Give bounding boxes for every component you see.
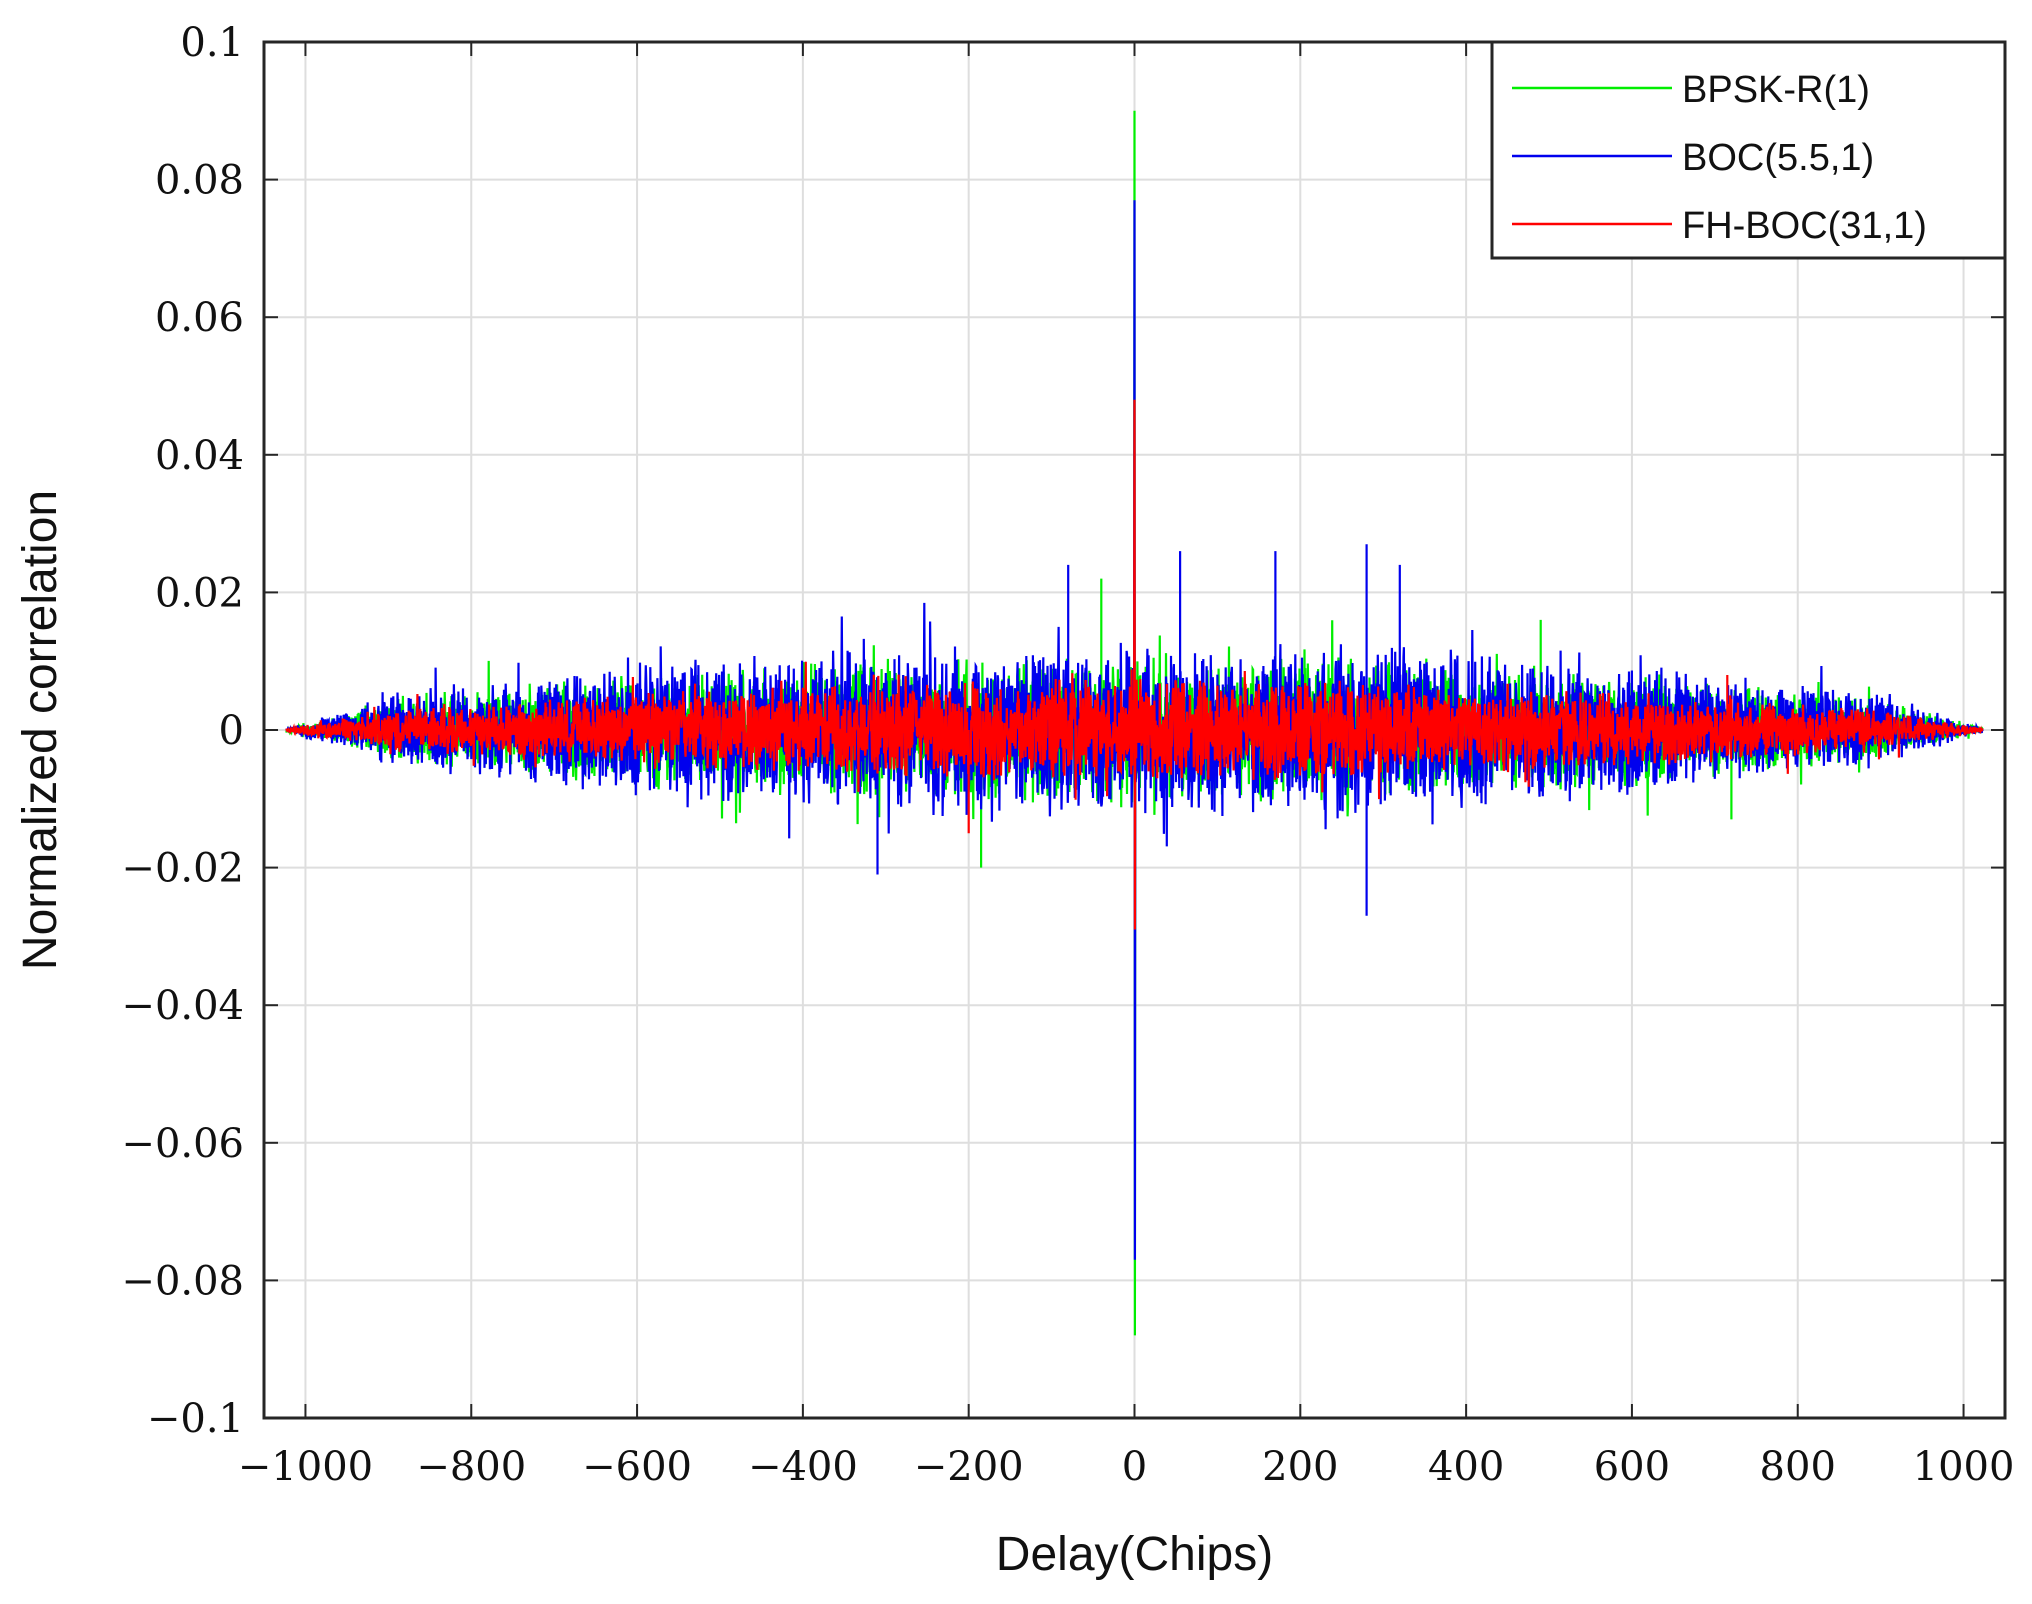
y-axis-title: Normalized correlation (14, 490, 67, 970)
x-tick-label: −400 (748, 1444, 858, 1490)
legend-box (1490, 40, 2007, 260)
x-tick-label: −600 (582, 1444, 692, 1490)
y-tick-label: −0.08 (121, 1258, 244, 1304)
x-tick-label: 1000 (1913, 1444, 2015, 1490)
x-axis: −1000 −800 −600 −400 −200 0 200 400 600 800 1000 (238, 42, 2015, 1490)
x-tick-label: −200 (914, 1444, 1024, 1490)
y-tick-label: −0.04 (121, 983, 244, 1029)
legend[interactable]: BPSK-R(1) BOC(5.5,1) FH-BOC(31,1) (1490, 40, 2007, 260)
y-tick-label: 0.1 (180, 20, 244, 66)
x-tick-label: −1000 (238, 1444, 373, 1490)
x-axis-title: Delay(Chips) (996, 1528, 1273, 1581)
y-tick-label: −0.02 (121, 846, 244, 892)
legend-label-boc-5-5-1: BOC(5.5,1) (1682, 137, 1874, 179)
y-tick-label: −0.1 (147, 1396, 244, 1442)
legend-label-fh-boc-31-1: FH-BOC(31,1) (1682, 205, 1927, 247)
series-layer (285, 110, 1984, 1336)
legend-label-bpsk-r-1: BPSK-R(1) (1682, 69, 1870, 111)
y-tick-label: 0.06 (155, 295, 244, 341)
series-line-boc-5-5-1 (285, 200, 1984, 1260)
x-tick-label: 600 (1594, 1444, 1670, 1490)
y-tick-label: 0.02 (155, 570, 244, 616)
series-line-fh-boc-31-1 (285, 399, 1984, 930)
x-tick-label: 200 (1262, 1444, 1338, 1490)
y-tick-label: 0.04 (155, 433, 244, 479)
y-tick-label: −0.06 (121, 1121, 244, 1167)
x-tick-label: −800 (416, 1444, 526, 1490)
x-tick-label: 800 (1760, 1444, 1836, 1490)
x-tick-label: 400 (1428, 1444, 1504, 1490)
y-tick-label: 0.08 (155, 158, 244, 204)
x-tick-label: 0 (1122, 1444, 1147, 1490)
y-tick-label: 0 (219, 708, 244, 754)
y-axis: 0.1 0.08 0.06 0.04 0.02 0 −0.02 −0.04 −0.06 −0.08… (121, 20, 2005, 1442)
